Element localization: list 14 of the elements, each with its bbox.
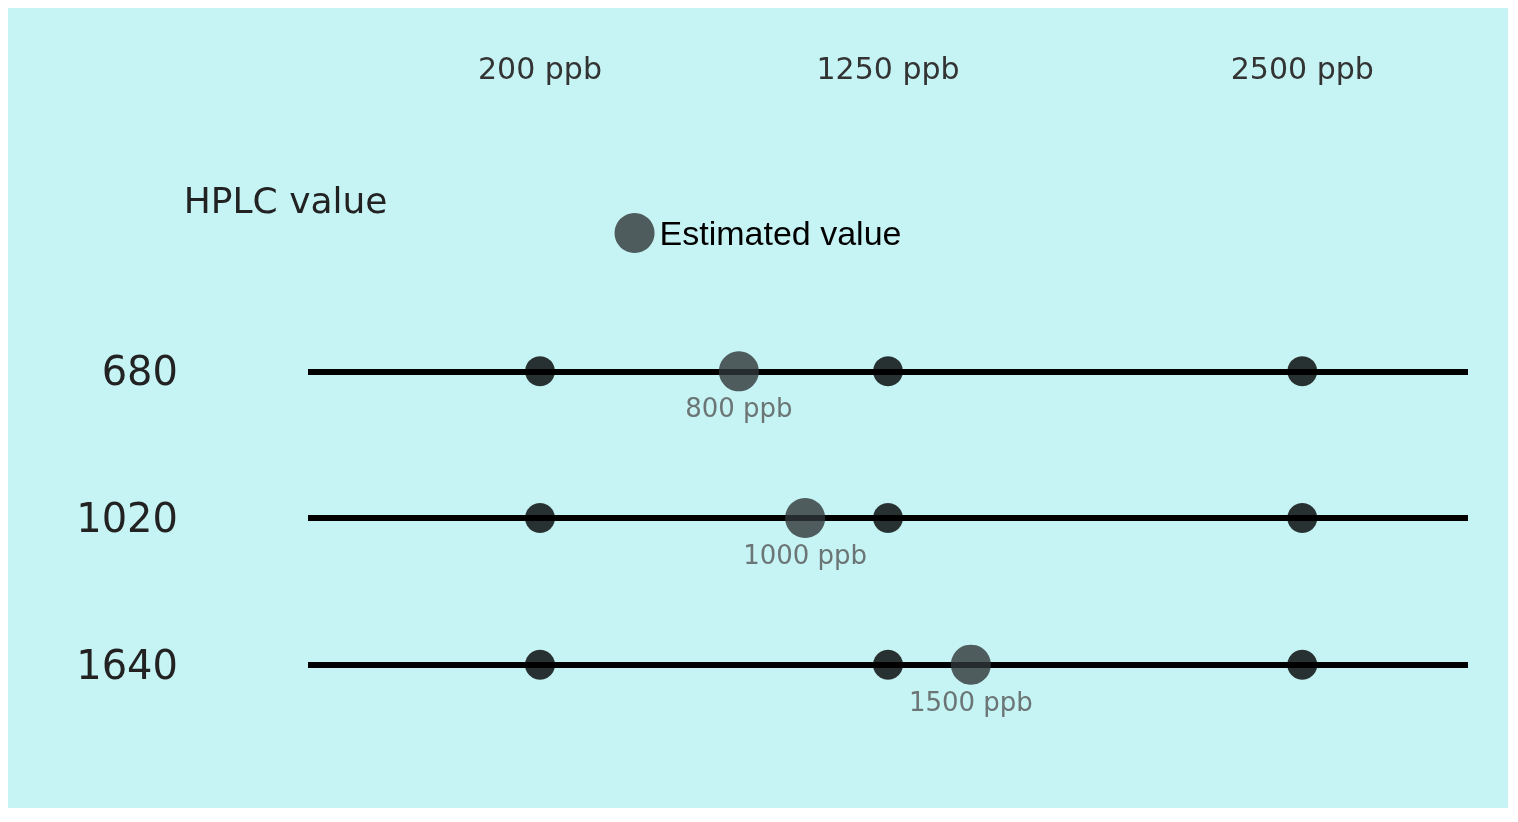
data-label: 800 ppb (685, 393, 793, 424)
x-tick-label: 2500 ppb (1230, 50, 1374, 86)
point (718, 351, 759, 392)
point (950, 644, 991, 685)
legend-label: Estimated value (659, 214, 902, 252)
data-label: 1500 ppb (908, 686, 1033, 717)
y-tick-label: 1640 (76, 641, 178, 688)
y-axis-title: HPLC value (183, 179, 388, 221)
x-tick-label: 1250 ppb (816, 50, 960, 86)
y-tick-label: 680 (101, 348, 178, 395)
point (785, 498, 826, 538)
data-label: 1000 ppb (743, 540, 868, 570)
y-tick-label: 1020 (76, 495, 178, 541)
x-tick-label: 200 ppb (478, 50, 602, 86)
